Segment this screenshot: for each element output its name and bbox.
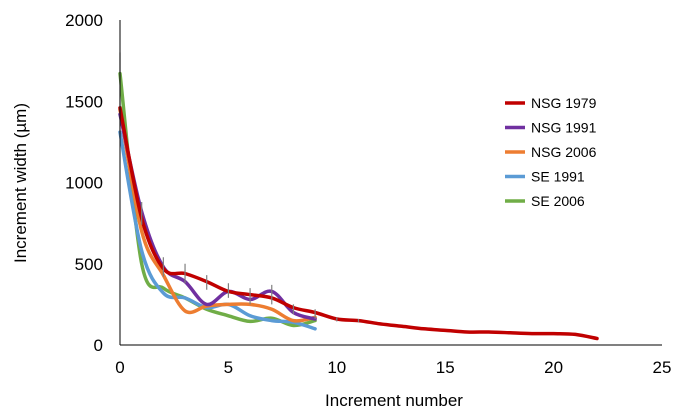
series-line-nsg-1979 — [118, 106, 599, 341]
legend: NSG 1979 NSG 1991 NSG 2006 SE 1991 SE 2006 — [505, 95, 597, 209]
x-tick-label: 5 — [224, 358, 233, 377]
legend-label: NSG 1991 — [531, 120, 597, 136]
x-tick-labels: 0 5 10 15 20 25 — [115, 358, 671, 377]
legend-label: SE 2006 — [531, 193, 585, 209]
x-tick-label: 0 — [115, 358, 124, 377]
series-line-nsg-2006 — [118, 107, 317, 323]
legend-label: NSG 2006 — [531, 144, 597, 160]
y-tick-label: 0 — [94, 336, 103, 355]
y-tick-labels: 0 500 1000 1500 2000 — [65, 11, 103, 355]
series-line-se-1991 — [118, 130, 317, 331]
x-axis-title: Increment number — [325, 391, 463, 410]
x-tick-label: 15 — [436, 358, 455, 377]
x-tick-label: 20 — [544, 358, 563, 377]
plot-area — [118, 52, 599, 341]
y-axis-title: Increment width (µm) — [11, 103, 30, 263]
legend-label: SE 1991 — [531, 169, 585, 185]
y-tick-label: 500 — [75, 255, 103, 274]
x-tick-label: 25 — [653, 358, 672, 377]
y-tick-label: 1500 — [65, 92, 103, 111]
y-tick-label: 2000 — [65, 11, 103, 30]
series-line-nsg-1991 — [118, 112, 317, 321]
x-tick-label: 10 — [327, 358, 346, 377]
y-tick-label: 1000 — [65, 174, 103, 193]
legend-label: NSG 1979 — [531, 95, 597, 111]
